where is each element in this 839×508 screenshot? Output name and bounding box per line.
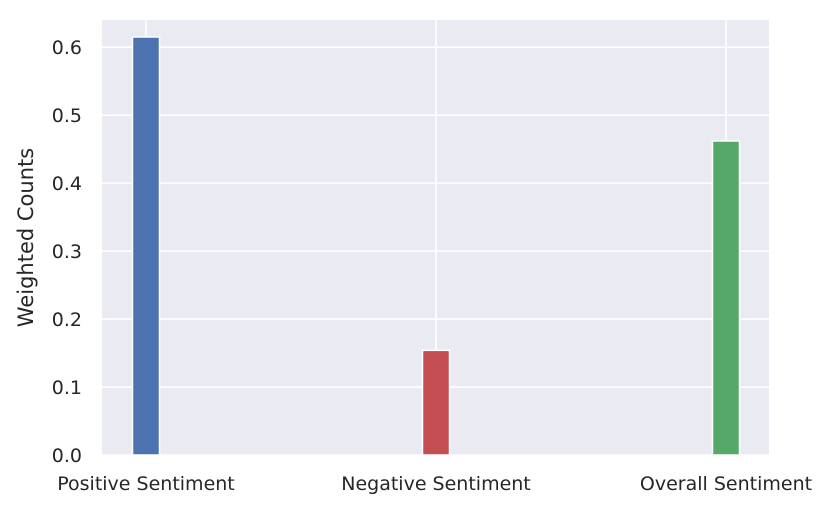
y-tick-label: 0.6 bbox=[52, 37, 82, 59]
y-tick-label: 0.0 bbox=[52, 445, 82, 467]
y-tick-label: 0.1 bbox=[52, 377, 82, 399]
x-tick-label: Positive Sentiment bbox=[57, 473, 235, 495]
y-axis-label: Weighted Counts bbox=[14, 148, 38, 327]
y-tick-label: 0.5 bbox=[52, 105, 82, 127]
y-tick-label: 0.2 bbox=[52, 309, 82, 331]
bar-overall-sentiment bbox=[711, 140, 741, 456]
bars bbox=[131, 36, 741, 456]
y-tick-label: 0.4 bbox=[52, 173, 82, 195]
x-tick-label: Negative Sentiment bbox=[341, 473, 531, 495]
bar-negative-sentiment bbox=[421, 349, 451, 456]
y-tick-label: 0.3 bbox=[52, 241, 82, 263]
y-tick-labels: 0.0 0.1 0.2 0.3 0.4 0.5 0.6 bbox=[52, 37, 82, 467]
bar-positive-sentiment bbox=[131, 36, 161, 456]
x-tick-labels: Positive Sentiment Negative Sentiment Over… bbox=[57, 473, 812, 495]
x-tick-label: Overall Sentiment bbox=[640, 473, 812, 495]
